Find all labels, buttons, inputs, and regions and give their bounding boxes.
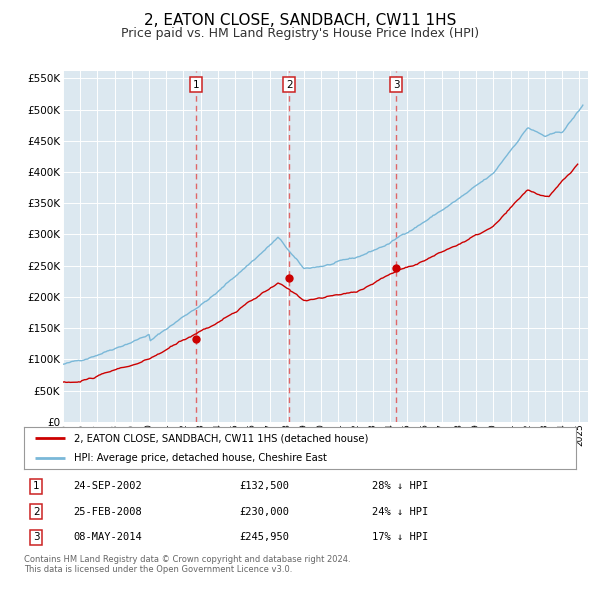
Text: Price paid vs. HM Land Registry's House Price Index (HPI): Price paid vs. HM Land Registry's House … — [121, 27, 479, 40]
Text: £230,000: £230,000 — [239, 507, 289, 517]
Text: 24-SEP-2002: 24-SEP-2002 — [74, 481, 142, 491]
Text: £132,500: £132,500 — [239, 481, 289, 491]
Text: 2: 2 — [33, 507, 40, 517]
Text: 08-MAY-2014: 08-MAY-2014 — [74, 532, 142, 542]
Text: 1: 1 — [193, 80, 199, 90]
Text: 24% ↓ HPI: 24% ↓ HPI — [372, 507, 428, 517]
Text: 3: 3 — [33, 532, 40, 542]
Text: 2: 2 — [286, 80, 293, 90]
Text: HPI: Average price, detached house, Cheshire East: HPI: Average price, detached house, Ches… — [74, 453, 326, 463]
Text: 2, EATON CLOSE, SANDBACH, CW11 1HS: 2, EATON CLOSE, SANDBACH, CW11 1HS — [144, 13, 456, 28]
Text: 3: 3 — [393, 80, 400, 90]
Text: 17% ↓ HPI: 17% ↓ HPI — [372, 532, 428, 542]
Text: 25-FEB-2008: 25-FEB-2008 — [74, 507, 142, 517]
Text: 2, EATON CLOSE, SANDBACH, CW11 1HS (detached house): 2, EATON CLOSE, SANDBACH, CW11 1HS (deta… — [74, 433, 368, 443]
Text: Contains HM Land Registry data © Crown copyright and database right 2024.
This d: Contains HM Land Registry data © Crown c… — [24, 555, 350, 574]
Text: 1: 1 — [33, 481, 40, 491]
Text: 28% ↓ HPI: 28% ↓ HPI — [372, 481, 428, 491]
Text: £245,950: £245,950 — [239, 532, 289, 542]
